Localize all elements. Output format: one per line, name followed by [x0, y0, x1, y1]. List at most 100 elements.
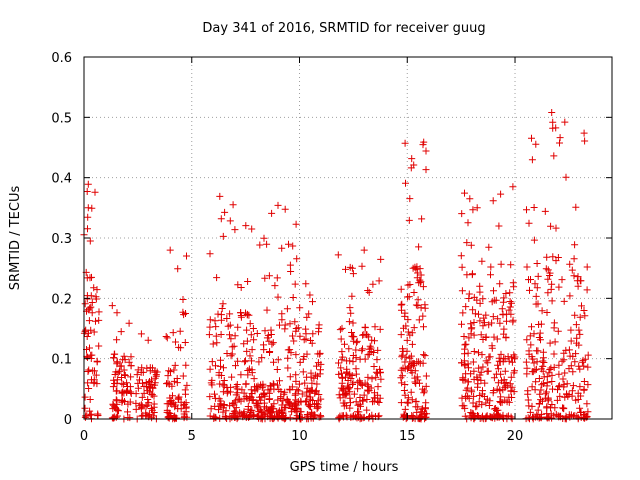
data-point: [219, 232, 227, 240]
data-point: [397, 301, 405, 309]
data-point: [563, 380, 571, 388]
data-point: [458, 263, 466, 271]
data-point: [342, 389, 350, 397]
data-point: [376, 325, 384, 333]
data-point: [211, 413, 219, 421]
data-point: [543, 403, 551, 411]
data-point: [147, 381, 155, 388]
data-point: [343, 357, 351, 365]
data-point: [248, 357, 255, 365]
data-point: [506, 298, 514, 305]
y-tick-label: 0.1: [51, 353, 72, 368]
data-point: [416, 379, 423, 387]
data-point: [240, 408, 248, 416]
data-point: [405, 216, 413, 224]
data-point: [540, 373, 548, 381]
data-point: [118, 398, 126, 406]
data-point: [83, 333, 91, 340]
data-point: [182, 310, 189, 317]
data-point: [335, 359, 342, 367]
data-point: [490, 405, 498, 413]
data-point: [217, 331, 225, 338]
data-point: [469, 306, 477, 314]
data-point: [348, 292, 356, 300]
data-point: [183, 252, 190, 260]
y-axis-ticks: 0 0.1 0.2 0.3 0.4 0.5 0.6: [51, 51, 612, 428]
data-point: [84, 213, 92, 221]
data-point: [558, 276, 566, 284]
data-point: [163, 408, 171, 416]
data-point: [473, 402, 481, 410]
data-point: [244, 405, 252, 413]
data-point: [400, 387, 408, 394]
data-point: [226, 217, 234, 225]
data-point: [336, 326, 344, 334]
data-point: [121, 356, 129, 364]
data-point: [133, 371, 141, 379]
data-point: [86, 304, 94, 312]
data-point: [402, 322, 410, 330]
data-point: [484, 367, 492, 375]
data-point: [266, 395, 274, 403]
data-point: [507, 261, 515, 269]
data-point: [568, 387, 576, 395]
data-point: [481, 319, 488, 327]
data-point: [226, 310, 234, 318]
x-axis-ticks: 0 5 10 15 20: [80, 57, 523, 444]
data-point: [420, 138, 428, 146]
data-point: [554, 327, 562, 335]
data-point: [409, 264, 417, 272]
data-point: [169, 392, 176, 400]
data-point: [478, 257, 486, 265]
data-point: [256, 241, 264, 249]
data-point: [309, 298, 316, 306]
data-point: [414, 376, 422, 384]
data-point: [207, 405, 215, 413]
data-point: [219, 380, 227, 388]
data-point: [402, 353, 410, 361]
data-point: [374, 383, 382, 391]
data-point: [208, 358, 216, 366]
data-point: [120, 366, 128, 374]
data-point: [278, 316, 286, 324]
data-point: [556, 134, 564, 142]
data-point: [242, 222, 250, 230]
data-point: [560, 297, 568, 305]
data-point: [110, 350, 118, 358]
data-point: [274, 396, 282, 404]
data-point: [494, 361, 502, 369]
data-point: [466, 195, 474, 203]
data-point: [398, 372, 406, 380]
data-point: [220, 401, 228, 409]
data-point: [474, 383, 481, 391]
data-point: [308, 379, 316, 387]
data-point: [467, 370, 475, 378]
data-point: [173, 379, 181, 387]
data-point: [524, 390, 532, 398]
data-point: [376, 365, 384, 373]
data-point: [284, 364, 292, 372]
data-point: [365, 386, 373, 394]
data-point: [87, 326, 95, 334]
data-point: [335, 391, 343, 399]
data-point: [162, 333, 170, 340]
data-point: [84, 379, 92, 387]
data-point: [350, 390, 358, 398]
data-point: [403, 336, 411, 344]
data-point: [470, 319, 478, 326]
data-point: [124, 408, 131, 416]
data-point: [546, 269, 554, 277]
data-point: [211, 390, 218, 398]
data-point: [509, 316, 517, 324]
data-point: [406, 331, 414, 339]
data-point: [397, 285, 405, 293]
data-point: [358, 347, 366, 355]
data-point: [507, 310, 515, 318]
data-point: [498, 305, 506, 313]
data-point: [465, 290, 473, 298]
data-point: [422, 399, 430, 407]
data-point: [580, 386, 588, 394]
data-point: [472, 403, 480, 411]
data-point: [548, 414, 556, 422]
data-point: [229, 410, 237, 417]
